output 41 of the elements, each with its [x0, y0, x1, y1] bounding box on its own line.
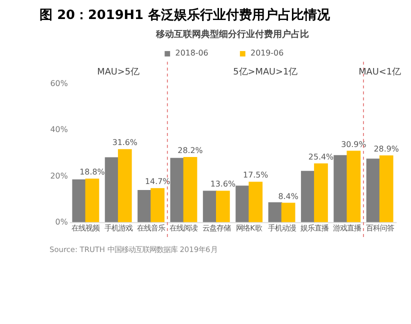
legend-label: 2019-06: [250, 48, 284, 58]
data-label: 25.4%: [308, 152, 334, 162]
bar: [268, 202, 282, 222]
chart-subtitle: 移动互联网典型细分行业付费用户占比: [155, 28, 310, 40]
bar: [216, 190, 230, 222]
text: MAU>5亿: [97, 66, 140, 78]
bar: [183, 156, 198, 222]
text: MAU<1亿: [358, 66, 402, 78]
bar: [300, 170, 315, 222]
bar: [248, 182, 263, 222]
bar: [281, 202, 296, 222]
bar: [170, 158, 184, 222]
y-tick-label: 20%: [50, 171, 68, 180]
y-tick-label: 60%: [50, 78, 68, 88]
bar: [138, 190, 152, 222]
data-label: 28.9%: [374, 144, 400, 154]
y-tick-label: 40%: [50, 125, 68, 134]
data-label: 18.8%: [80, 168, 106, 177]
data-label: 17.5%: [243, 170, 269, 180]
bar: [150, 188, 164, 222]
bar: [334, 155, 348, 222]
bar: [366, 158, 380, 222]
bar: [379, 155, 394, 222]
bar: [118, 149, 132, 222]
bar: [72, 179, 86, 222]
data-label: 30.9%: [341, 140, 367, 149]
text: 5亿>MAU>1亿: [233, 66, 298, 78]
data-label: 31.6%: [112, 138, 138, 148]
data-label: 14.7%: [145, 177, 171, 186]
bar: [104, 157, 119, 222]
data-label: 13.6%: [210, 180, 236, 189]
data-label: 28.2%: [178, 146, 204, 155]
chart-title: 图 20：2019H1 各泛娱乐行业付费用户占比情况: [40, 7, 331, 24]
bar: [314, 163, 328, 222]
data-label: 8.4%: [278, 192, 299, 201]
bar: [236, 186, 250, 222]
legend-label: 2018-06: [175, 48, 208, 58]
bar: [85, 178, 100, 222]
bar: [346, 150, 361, 222]
bar: [202, 190, 217, 222]
y-tick-label: 0%: [55, 218, 68, 227]
